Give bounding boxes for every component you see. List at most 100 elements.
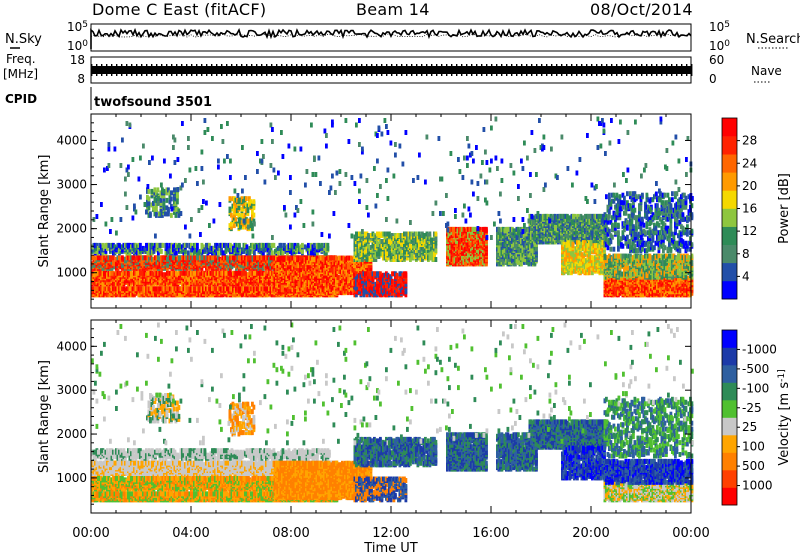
power-cell [193, 242, 196, 248]
power-cell [301, 247, 304, 253]
power-cell [333, 255, 337, 261]
power-cell [227, 247, 231, 253]
frequency-spike [161, 64, 163, 76]
power-cell [203, 286, 207, 292]
power-cell [142, 270, 145, 276]
power-cell [356, 231, 360, 237]
power-cell [360, 264, 364, 270]
power-cell [326, 245, 330, 251]
power-cell [130, 255, 133, 261]
power-cell [266, 245, 270, 251]
power-cell [380, 284, 384, 290]
power-cell [299, 266, 302, 272]
power-cell [271, 276, 274, 282]
frequency-spike [401, 64, 403, 76]
power-cell [290, 281, 293, 287]
power-cell [235, 248, 238, 254]
power-cell [263, 278, 267, 284]
power-cell [187, 250, 190, 256]
power-cell [345, 275, 349, 281]
power-cell [299, 285, 302, 291]
power-cell [385, 289, 388, 295]
power-cell [113, 286, 117, 292]
power-cell [197, 261, 201, 267]
power-cell [106, 255, 109, 261]
power-cell [288, 275, 292, 281]
power-cell [221, 242, 225, 248]
power-cell [296, 270, 299, 276]
power-cell [256, 244, 259, 250]
power-cell [288, 288, 292, 294]
power-cell [229, 255, 232, 261]
power-cell [182, 242, 186, 248]
power-cell [208, 270, 211, 276]
power-cell [382, 283, 385, 289]
power-cell [248, 255, 252, 261]
power-cell [155, 247, 159, 253]
frequency-spike [276, 64, 278, 76]
power-cell [341, 288, 344, 294]
frequency-spike [441, 64, 443, 76]
power-cell [253, 286, 256, 292]
power-cell [155, 273, 159, 279]
power-cell [325, 250, 328, 256]
power-cell [223, 265, 226, 271]
power-cell [205, 272, 208, 278]
power-cell [287, 242, 291, 248]
power-cell [160, 259, 163, 265]
power-cell [116, 270, 120, 276]
power-cell [193, 270, 196, 276]
power-cell [185, 270, 189, 276]
power-cell [155, 264, 159, 270]
power-cell [244, 281, 247, 287]
power-cell [256, 279, 259, 285]
power-cell [203, 289, 207, 295]
power-cell [155, 279, 159, 285]
power-cell [205, 286, 208, 292]
power-cell [265, 286, 268, 292]
power-cell [149, 248, 153, 254]
power-cell [282, 272, 286, 278]
power-cell [355, 239, 358, 244]
power-cell [247, 250, 250, 256]
power-cell [139, 242, 142, 248]
power-cell [181, 281, 184, 287]
power-cell [403, 290, 406, 296]
frequency-spike [681, 64, 683, 76]
power-cell [271, 250, 274, 256]
power-cell [318, 273, 322, 279]
power-cell [232, 270, 235, 276]
power-cell [277, 248, 280, 254]
power-cell [299, 247, 303, 253]
power-cell [305, 266, 308, 272]
power-cell [139, 255, 142, 261]
power-cell [260, 245, 264, 251]
power-cell [353, 292, 357, 298]
power-cell [215, 289, 219, 295]
power-cell [152, 286, 156, 292]
power-cell [235, 270, 238, 276]
power-cell [239, 270, 243, 276]
power-cell [254, 270, 258, 276]
power-cell [345, 270, 349, 276]
power-cell [113, 264, 117, 270]
power-cell [233, 287, 237, 293]
power-cell [133, 270, 136, 276]
power-cell [313, 245, 316, 251]
power-cell [361, 272, 364, 278]
power-cell [262, 276, 265, 282]
power-cell [212, 275, 216, 281]
power-cell [325, 245, 328, 251]
power-cell [140, 259, 144, 265]
power-cell [149, 278, 153, 284]
power-cell [163, 286, 166, 292]
frequency-left-tick-bottom: 8 [77, 72, 85, 86]
power-cell [330, 261, 334, 267]
power-cell [205, 261, 208, 267]
power-cell [181, 264, 184, 270]
power-cell [397, 281, 400, 287]
power-cell [356, 287, 360, 293]
power-cell [241, 270, 244, 276]
power-cell [205, 275, 208, 281]
power-cell [107, 286, 111, 292]
